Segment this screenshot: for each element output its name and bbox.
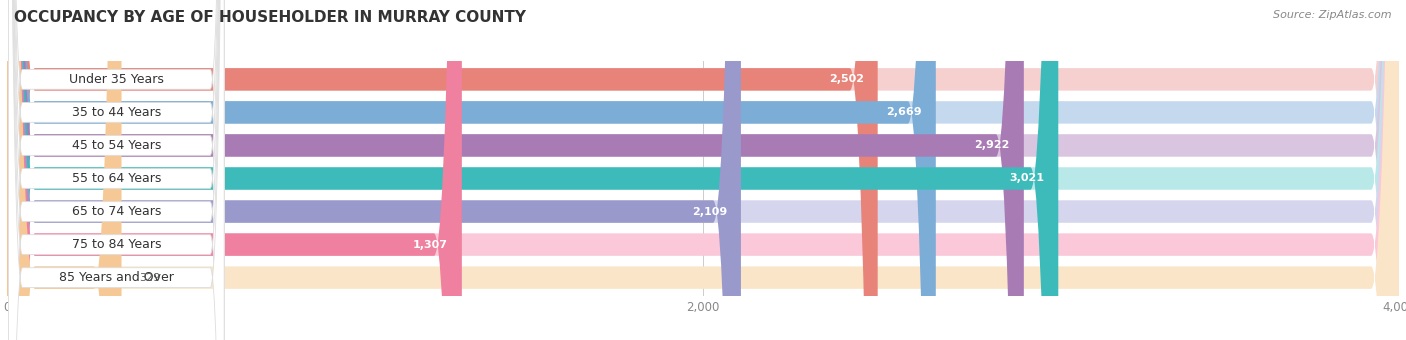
FancyBboxPatch shape <box>7 0 877 340</box>
FancyBboxPatch shape <box>8 0 224 340</box>
FancyBboxPatch shape <box>7 0 1024 340</box>
Text: 55 to 64 Years: 55 to 64 Years <box>72 172 160 185</box>
FancyBboxPatch shape <box>7 0 1399 340</box>
Text: 329: 329 <box>139 273 160 283</box>
FancyBboxPatch shape <box>8 0 224 340</box>
Text: 35 to 44 Years: 35 to 44 Years <box>72 106 160 119</box>
FancyBboxPatch shape <box>8 0 224 340</box>
FancyBboxPatch shape <box>7 0 936 340</box>
Text: 65 to 74 Years: 65 to 74 Years <box>72 205 160 218</box>
FancyBboxPatch shape <box>7 0 1059 340</box>
Text: 2,502: 2,502 <box>828 74 863 84</box>
Text: Under 35 Years: Under 35 Years <box>69 73 163 86</box>
FancyBboxPatch shape <box>7 0 1399 340</box>
FancyBboxPatch shape <box>7 0 1399 340</box>
FancyBboxPatch shape <box>8 0 224 340</box>
Text: 1,307: 1,307 <box>413 240 449 250</box>
Text: 2,669: 2,669 <box>886 107 922 117</box>
FancyBboxPatch shape <box>8 0 224 340</box>
FancyBboxPatch shape <box>7 0 1399 340</box>
Text: 2,109: 2,109 <box>692 206 727 217</box>
Text: Source: ZipAtlas.com: Source: ZipAtlas.com <box>1274 10 1392 20</box>
FancyBboxPatch shape <box>8 0 224 340</box>
Text: OCCUPANCY BY AGE OF HOUSEHOLDER IN MURRAY COUNTY: OCCUPANCY BY AGE OF HOUSEHOLDER IN MURRA… <box>14 10 526 25</box>
Text: 85 Years and Over: 85 Years and Over <box>59 271 174 284</box>
Text: 45 to 54 Years: 45 to 54 Years <box>72 139 160 152</box>
FancyBboxPatch shape <box>7 0 1399 340</box>
FancyBboxPatch shape <box>7 0 121 340</box>
Text: 2,922: 2,922 <box>974 140 1010 151</box>
Text: 3,021: 3,021 <box>1010 173 1045 184</box>
FancyBboxPatch shape <box>7 0 741 340</box>
FancyBboxPatch shape <box>8 0 224 340</box>
Text: 75 to 84 Years: 75 to 84 Years <box>72 238 162 251</box>
FancyBboxPatch shape <box>7 0 461 340</box>
FancyBboxPatch shape <box>7 0 1399 340</box>
FancyBboxPatch shape <box>7 0 1399 340</box>
